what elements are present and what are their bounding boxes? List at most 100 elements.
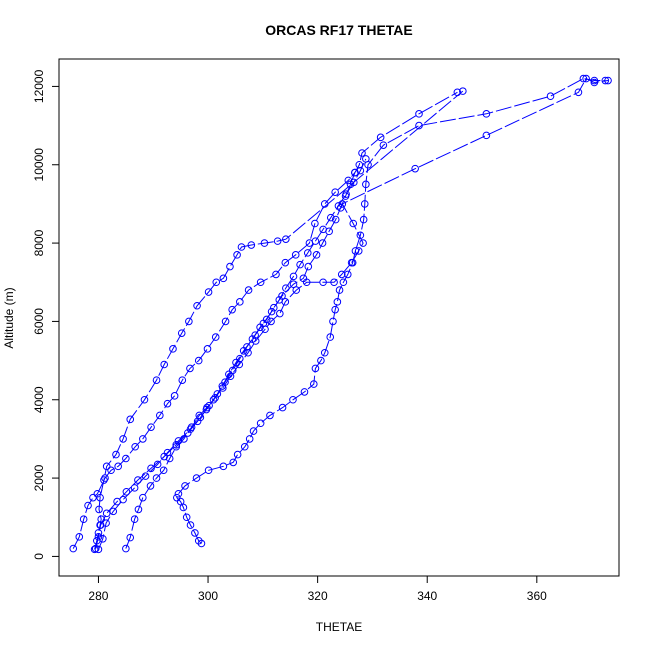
data-point [291,251,300,259]
data-point [197,539,206,548]
data-point [276,309,284,318]
data-point [303,249,312,257]
data-point [102,509,111,518]
data-point [147,464,155,473]
data-point [96,521,105,529]
data-point [178,376,187,384]
x-tick-label: 300 [198,589,218,603]
data-point [330,278,338,287]
data-point [194,536,203,545]
x-tick-label: 340 [417,589,437,603]
data-point [96,493,104,502]
data-point [192,474,201,482]
data-point [229,458,238,467]
data-point [126,533,135,542]
data-point [278,292,286,300]
data-point [333,298,342,306]
y-tick-label: 10000 [32,148,46,182]
data-point [114,462,122,471]
data-point [191,529,199,537]
x-axis-label: THETAE [316,620,362,634]
data-point [139,493,147,502]
series-1 [90,87,467,554]
data-point [119,435,127,443]
data-point [574,88,583,97]
data-point [69,544,78,553]
data-point [248,335,257,343]
data-point [482,131,491,140]
data-point [112,450,120,459]
data-point [289,280,298,289]
data-point [203,345,212,353]
series-layer [69,74,612,554]
series-line [94,90,464,550]
data-point [331,215,340,224]
data-point [344,176,353,185]
data-point [319,278,327,287]
data-point [131,442,139,451]
data-point [289,395,297,404]
data-point [204,288,213,296]
y-tick-label: 8000 [32,229,46,256]
data-point [170,392,179,400]
data-point [267,317,275,326]
series-5 [91,168,359,553]
data-point [459,87,467,95]
data-point [79,515,88,524]
data-point [182,513,191,522]
data-point [183,429,192,437]
data-point [233,251,241,259]
y-tick-label: 6000 [32,308,46,335]
data-point [187,423,196,431]
data-point [186,364,194,373]
data-point [169,345,177,353]
data-point [411,164,419,173]
data-point [173,493,181,502]
data-point [196,413,205,422]
data-point [240,442,249,451]
data-point [130,515,139,524]
data-point [349,219,358,228]
data-point [311,237,320,245]
data-point [282,235,290,243]
data-point [278,403,287,412]
y-tick-label: 2000 [32,464,46,491]
data-point [273,237,282,245]
data-point [130,484,139,492]
data-point [296,260,304,269]
data-point [362,155,370,163]
series-line [95,172,356,549]
data-point [281,258,290,267]
data-point [225,370,233,379]
data-point [139,435,147,443]
data-point [177,329,186,337]
data-point [122,487,131,496]
data-point [299,274,308,283]
data-point [147,423,155,431]
data-point [221,317,230,326]
data-point [226,262,234,271]
data-point [152,474,161,482]
data-point [141,472,150,480]
data-point [181,482,189,490]
series-line [98,158,367,550]
data-point [122,454,130,463]
data-point [100,476,108,484]
data-point [309,380,318,388]
data-point [247,241,256,249]
data-point [244,286,253,294]
data-point [356,166,365,175]
data-point [415,121,423,130]
y-axis-label: Altitude (m) [2,287,16,348]
data-point [219,462,228,471]
data-point [193,301,201,310]
data-point [211,333,220,341]
data-point [339,278,348,287]
data-point [326,213,335,222]
data-point [236,354,244,363]
data-point [140,395,149,404]
data-point [174,437,183,445]
data-point [160,360,169,369]
data-point [102,519,110,527]
